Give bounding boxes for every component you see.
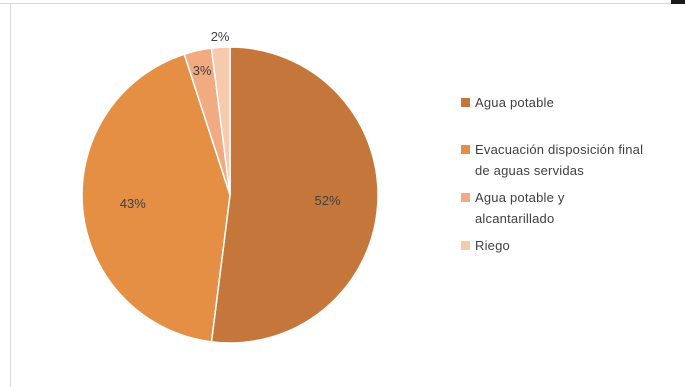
chart-frame-left-border <box>10 3 11 387</box>
legend-item-evacuacion: Evacuación disposición final de aguas se… <box>461 139 683 181</box>
legend-item-agua-potable: Agua potable <box>461 92 683 113</box>
pie-slice-0 <box>210 46 379 344</box>
legend-item-riego: Riego <box>461 235 683 256</box>
pie-slice-1 <box>81 53 231 343</box>
pie-slice-3 <box>210 46 231 196</box>
pie-data-label-3: 2% <box>211 29 230 44</box>
legend-swatch-evacuacion <box>461 145 470 154</box>
corner-mark <box>671 0 685 4</box>
legend: Agua potable Evacuación disposición fina… <box>461 92 683 256</box>
pie-slices <box>81 46 379 344</box>
legend-label-line1: Agua potable <box>475 95 555 110</box>
pie-data-labels: 52% 43% 3% 2% <box>120 29 341 211</box>
legend-label-line1: Riego <box>475 238 510 253</box>
legend-swatch-agua-potable-alcantarillado <box>461 193 470 202</box>
pie-data-label-0: 52% <box>314 193 340 208</box>
legend-item-agua-potable-alcantarillado: Agua potable y alcantarillado <box>461 187 683 229</box>
legend-label-line2: alcantarillado <box>475 211 555 226</box>
pie-data-label-1: 43% <box>120 196 146 211</box>
legend-swatch-riego <box>461 241 470 250</box>
legend-label-line1: Evacuación disposición final <box>475 142 644 157</box>
legend-swatch-agua-potable <box>461 98 470 107</box>
chart-frame-top-border <box>0 3 685 4</box>
pie-data-label-2: 3% <box>193 63 212 78</box>
legend-label-line1: Agua potable y <box>475 190 565 205</box>
legend-label-line2: de aguas servidas <box>475 163 584 178</box>
